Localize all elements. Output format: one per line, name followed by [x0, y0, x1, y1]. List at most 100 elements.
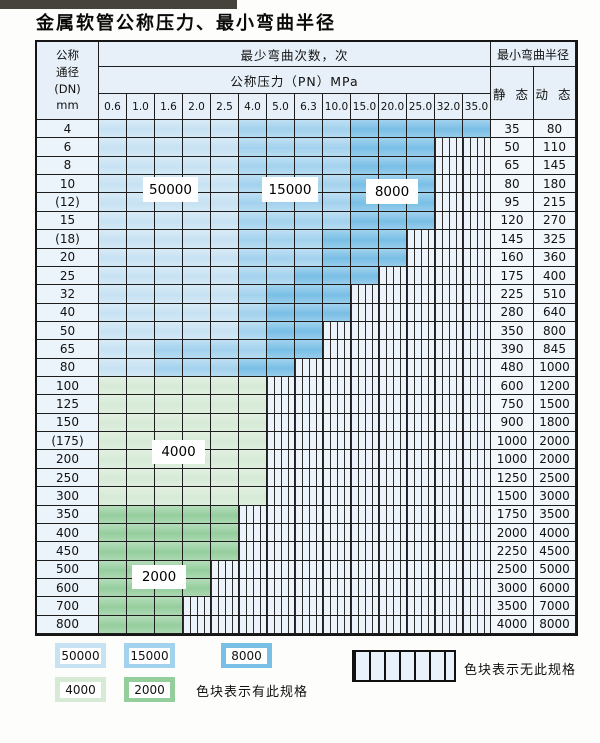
dynamic-radius-cell: 80 — [534, 120, 576, 139]
no-spec-cell — [435, 138, 463, 157]
spec-cell-15000 — [239, 303, 267, 322]
spec-cell-50000 — [211, 321, 239, 341]
no-spec-cell — [407, 358, 435, 378]
static-radius-cell: 145 — [491, 230, 534, 249]
spec-cell-2000 — [211, 523, 239, 543]
static-radius-cell: 1000 — [491, 450, 534, 469]
no-spec-cell — [267, 542, 295, 561]
spec-cell-50000 — [211, 156, 239, 176]
no-spec-cell — [463, 395, 491, 414]
static-radius-cell: 50 — [491, 138, 534, 157]
no-spec-cell — [379, 523, 407, 543]
static-radius-cell: 600 — [491, 377, 534, 396]
spec-cell-2000 — [99, 505, 127, 524]
dn-header-line: mm — [56, 98, 79, 113]
pressure-col-header: 32.0 — [435, 94, 463, 120]
dynamic-radius-cell: 215 — [534, 193, 576, 212]
pressure-col-header: 1.6 — [155, 94, 183, 120]
spec-cell-8000 — [379, 248, 407, 267]
no-spec-cell — [463, 156, 491, 176]
no-spec-cell — [295, 597, 323, 616]
no-spec-cell — [407, 285, 435, 304]
spec-cell-4000 — [127, 450, 155, 469]
spec-cell-2000 — [155, 597, 183, 616]
no-spec-cell — [267, 468, 295, 488]
no-spec-cell — [407, 303, 435, 322]
no-spec-cell — [323, 450, 351, 469]
spec-cell-50000 — [183, 303, 211, 322]
spec-cell-50000 — [211, 175, 239, 194]
spec-cell-2000 — [99, 523, 127, 543]
spec-cell-8000 — [323, 266, 351, 286]
dn-cell: 400 — [37, 523, 99, 543]
spec-cell-2000 — [99, 597, 127, 616]
dn-cell: 15 — [37, 211, 99, 231]
no-spec-cell — [323, 505, 351, 524]
no-spec-cell — [351, 505, 379, 524]
no-spec-cell — [407, 578, 435, 598]
dynamic-radius-cell: 6000 — [534, 578, 576, 598]
pressure-col-header: 20.0 — [379, 94, 407, 120]
dn-cell: 4 — [37, 120, 99, 139]
no-spec-cell — [379, 505, 407, 524]
no-spec-cell — [239, 615, 267, 635]
dynamic-radius-cell: 110 — [534, 138, 576, 157]
no-spec-cell — [407, 413, 435, 433]
no-spec-cell — [323, 615, 351, 635]
no-spec-cell — [435, 211, 463, 231]
spec-cell-15000 — [267, 156, 295, 176]
spec-cell-15000 — [267, 248, 295, 267]
no-spec-cell — [379, 321, 407, 341]
static-radius-cell: 2500 — [491, 560, 534, 579]
spec-cell-50000 — [183, 321, 211, 341]
no-spec-cell — [295, 505, 323, 524]
spec-cell-4000 — [127, 468, 155, 488]
no-spec-cell — [407, 230, 435, 249]
spec-cell-4000 — [127, 377, 155, 396]
spec-cell-4000 — [239, 468, 267, 488]
spec-cell-4000 — [99, 468, 127, 488]
no-spec-cell — [379, 542, 407, 561]
no-spec-cell — [351, 285, 379, 304]
spec-cell-15000 — [239, 138, 267, 157]
no-spec-cell — [407, 560, 435, 579]
no-spec-cell — [463, 248, 491, 267]
spec-cell-8000 — [407, 156, 435, 176]
spec-cell-50000 — [99, 340, 127, 359]
spec-cell-50000 — [211, 120, 239, 139]
dn-cell: 250 — [37, 468, 99, 488]
dn-cell: 65 — [37, 340, 99, 359]
spec-cell-50000 — [99, 193, 127, 212]
spec-cell-15000 — [239, 211, 267, 231]
no-spec-cell — [323, 432, 351, 451]
spec-cell-4000 — [127, 395, 155, 414]
no-spec-cell — [295, 413, 323, 433]
spec-cell-8000 — [323, 230, 351, 249]
legend-swatch-label: 2000 — [129, 681, 170, 698]
dn-cell: 600 — [37, 578, 99, 598]
spec-cell-50000 — [127, 340, 155, 359]
no-spec-cell — [295, 578, 323, 598]
no-spec-cell — [463, 377, 491, 396]
no-spec-cell — [407, 321, 435, 341]
spec-cell-8000 — [323, 285, 351, 304]
spec-cell-4000 — [155, 487, 183, 506]
spec-cell-50000 — [155, 303, 183, 322]
spec-cell-15000 — [239, 248, 267, 267]
spec-cell-15000 — [267, 120, 295, 139]
no-spec-cell — [379, 377, 407, 396]
no-spec-cell — [463, 450, 491, 469]
no-spec-cell — [463, 487, 491, 506]
no-spec-cell — [463, 523, 491, 543]
no-spec-cell — [379, 432, 407, 451]
label-2000-cycles: 2000 — [132, 565, 186, 589]
no-spec-cell — [435, 395, 463, 414]
spec-cell-15000 — [295, 230, 323, 249]
spec-cell-2000 — [99, 615, 127, 635]
no-spec-cell — [323, 413, 351, 433]
no-spec-cell — [183, 597, 211, 616]
pressure-col-header: 4.0 — [239, 94, 267, 120]
no-spec-cell — [295, 523, 323, 543]
no-spec-cell — [435, 358, 463, 378]
no-spec-cell — [435, 523, 463, 543]
